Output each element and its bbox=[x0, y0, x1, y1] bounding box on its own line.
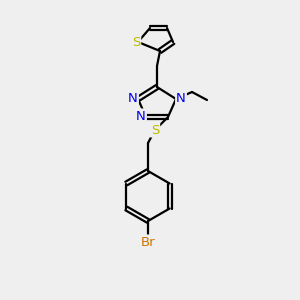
Text: N: N bbox=[136, 110, 146, 122]
Text: N: N bbox=[176, 92, 186, 106]
Text: S: S bbox=[132, 35, 140, 49]
Text: S: S bbox=[151, 124, 159, 136]
Text: Br: Br bbox=[141, 236, 155, 248]
Text: N: N bbox=[128, 92, 138, 106]
